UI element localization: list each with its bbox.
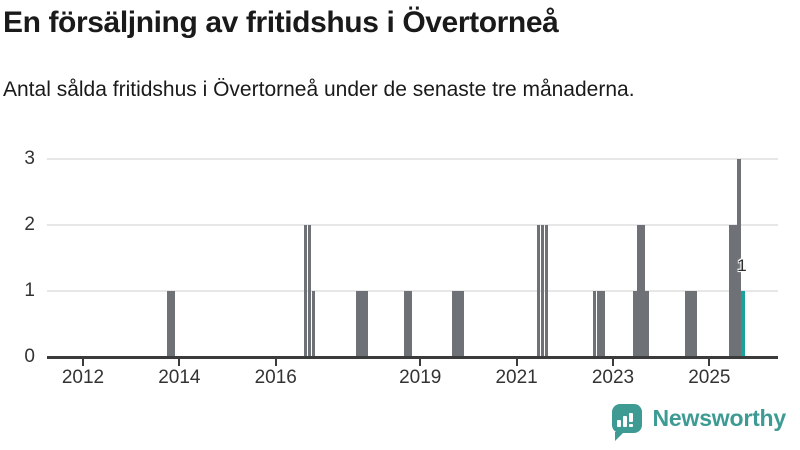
bar[interactable] xyxy=(311,291,316,357)
bar[interactable] xyxy=(536,225,541,357)
bar[interactable] xyxy=(404,291,408,357)
bar[interactable] xyxy=(733,225,738,357)
x-axis-label-2014: 2014 xyxy=(158,367,201,388)
x-axis-tick-2012 xyxy=(82,359,84,366)
y-axis-label-3: 3 xyxy=(24,148,35,169)
bar[interactable] xyxy=(641,225,645,357)
bar[interactable] xyxy=(540,225,545,357)
bar[interactable] xyxy=(596,291,601,357)
x-axis-label-2019: 2019 xyxy=(399,367,442,388)
bar-highlighted[interactable] xyxy=(741,291,746,357)
x-axis-label-2021: 2021 xyxy=(495,367,538,388)
x-axis-label-2016: 2016 xyxy=(254,367,297,388)
gridline-y2 xyxy=(47,224,778,226)
y-axis-label-1: 1 xyxy=(24,280,35,301)
y-axis-label-2: 2 xyxy=(24,214,35,235)
newsworthy-logo[interactable]: Newsworthy xyxy=(611,404,787,441)
y-axis-label-0: 0 xyxy=(24,346,35,367)
x-axis-tick-2016 xyxy=(274,359,277,366)
x-axis-line xyxy=(47,356,778,359)
bar[interactable] xyxy=(171,291,175,357)
x-axis-tick-2014 xyxy=(178,359,181,366)
gridline-y3 xyxy=(47,158,778,160)
bar[interactable] xyxy=(633,291,637,357)
x-axis-tick-2019 xyxy=(419,359,422,366)
bar[interactable] xyxy=(689,291,693,357)
bar[interactable] xyxy=(600,291,605,357)
x-axis-label-2025: 2025 xyxy=(688,367,731,388)
bar[interactable] xyxy=(737,159,742,357)
bar[interactable] xyxy=(356,291,360,357)
gridline-y1 xyxy=(47,290,778,292)
latest-value-label: 1 xyxy=(737,256,747,275)
bar[interactable] xyxy=(408,291,412,357)
bar[interactable] xyxy=(729,225,733,357)
newsworthy-wordmark: Newsworthy xyxy=(652,405,787,431)
bar[interactable] xyxy=(637,225,641,357)
bar[interactable] xyxy=(360,291,364,357)
bar[interactable] xyxy=(645,291,649,357)
logo-bar-small xyxy=(616,420,621,427)
logo-bar-tall xyxy=(622,416,627,427)
logo-bars-icon xyxy=(616,413,633,427)
bar[interactable] xyxy=(364,291,368,357)
bar[interactable] xyxy=(693,291,697,357)
x-axis-label-2023: 2023 xyxy=(591,367,635,388)
bar[interactable] xyxy=(685,291,689,357)
x-axis-tick-2023 xyxy=(611,359,614,366)
bar[interactable] xyxy=(592,291,597,357)
bar[interactable] xyxy=(303,225,308,357)
bar[interactable] xyxy=(544,225,549,357)
x-axis-label-2012: 2012 xyxy=(61,367,105,388)
logo-exclamation-icon xyxy=(628,413,633,427)
bar[interactable] xyxy=(460,291,464,357)
chart-subtitle: Antal sålda fritidshus i Övertorneå unde… xyxy=(3,78,635,101)
bar[interactable] xyxy=(452,291,456,357)
bar[interactable] xyxy=(167,291,171,357)
bar[interactable] xyxy=(307,225,312,357)
x-axis-tick-2025 xyxy=(708,359,711,366)
bar[interactable] xyxy=(456,291,460,357)
newsworthy-chart-bubble-icon xyxy=(611,404,642,441)
x-axis-tick-2021 xyxy=(515,359,518,366)
chart-title: En försäljning av fritidshus i Övertorne… xyxy=(3,6,559,39)
